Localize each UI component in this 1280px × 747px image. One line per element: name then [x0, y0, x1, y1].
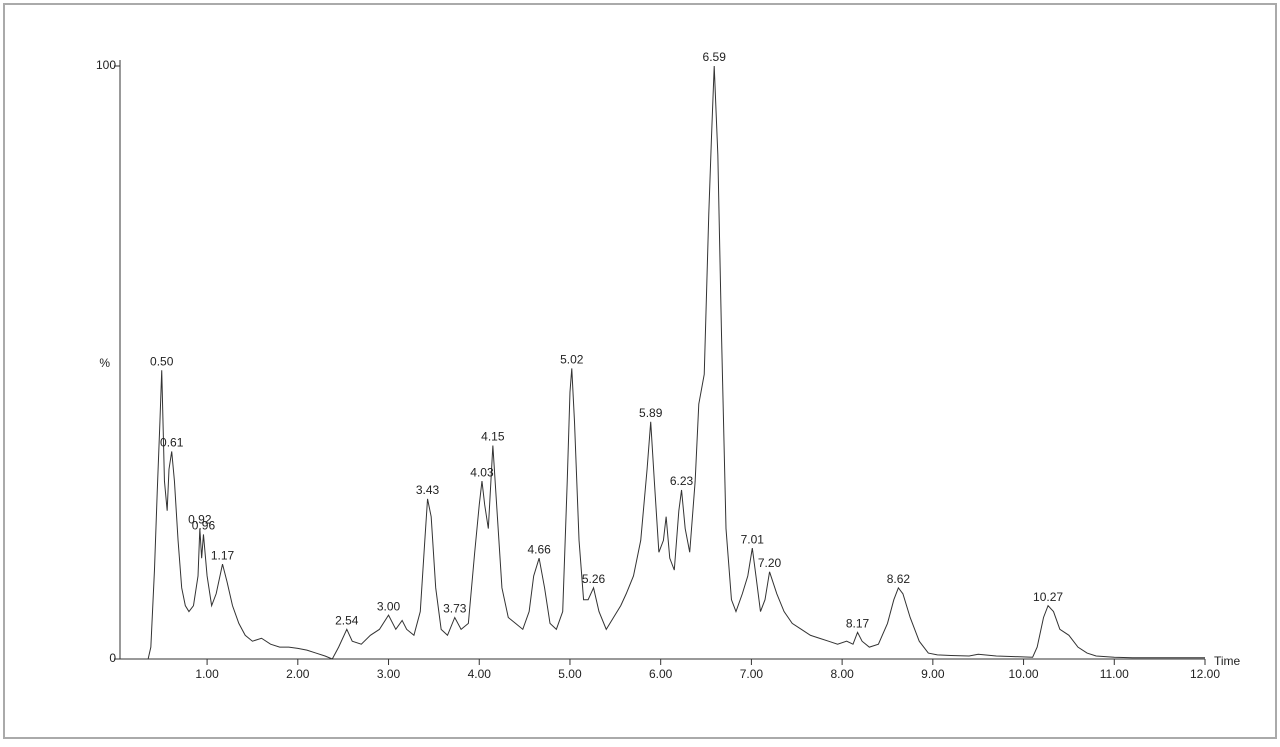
peak-label: 4.03 [470, 465, 494, 479]
x-axis-label: Time [1214, 654, 1241, 668]
peak-label: 8.62 [887, 572, 911, 586]
frame [3, 3, 1277, 739]
peak-label: 4.66 [527, 542, 551, 556]
x-tick-label: 9.00 [921, 667, 945, 681]
x-tick-label: 2.00 [286, 667, 310, 681]
peak-label: 6.59 [703, 50, 727, 64]
peak-label: 0.96 [192, 519, 216, 533]
peak-label: 0.50 [150, 354, 174, 368]
x-tick-label: 1.00 [195, 667, 219, 681]
peak-label: 10.27 [1033, 590, 1063, 604]
peak-label: 2.54 [335, 614, 359, 628]
peak-label: 5.89 [639, 406, 663, 420]
peak-label: 7.01 [741, 532, 765, 546]
x-tick-label: 8.00 [830, 667, 854, 681]
x-tick-label: 6.00 [649, 667, 673, 681]
peak-label: 1.17 [211, 548, 235, 562]
trace [120, 65, 1205, 660]
x-tick-label: 7.00 [740, 667, 764, 681]
peak-label: 6.23 [670, 474, 694, 488]
peak-label: 0.61 [160, 436, 184, 450]
peak-label: 8.17 [846, 616, 870, 630]
peak-label: 5.26 [582, 572, 606, 586]
x-tick-label: 3.00 [377, 667, 401, 681]
peak-label: 3.43 [416, 483, 440, 497]
peak-label: 0.92 [188, 513, 212, 527]
peak-label: 7.20 [758, 556, 782, 570]
y-tick-label: 0 [109, 651, 116, 665]
x-tick-label: 12.00 [1190, 667, 1220, 681]
peak-label: 3.00 [377, 599, 401, 613]
x-tick-label: 4.00 [468, 667, 492, 681]
peak-label: 4.15 [481, 430, 505, 444]
x-tick-label: 10.00 [1009, 667, 1039, 681]
x-tick-label: 5.00 [558, 667, 582, 681]
y-tick-label: 100 [96, 58, 116, 72]
x-tick-label: 11.00 [1100, 667, 1129, 681]
y-axis-label: % [99, 356, 110, 370]
peak-label: 3.73 [443, 602, 467, 616]
peak-label: 5.02 [560, 353, 584, 367]
